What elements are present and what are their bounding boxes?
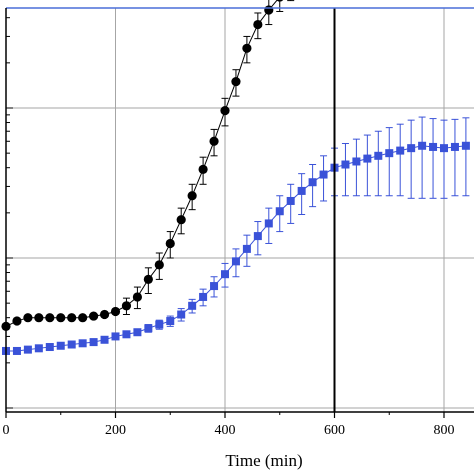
series-lines xyxy=(5,0,466,352)
data-point xyxy=(308,178,317,187)
data-point xyxy=(461,141,470,150)
data-point xyxy=(12,346,21,355)
data-point xyxy=(275,207,284,216)
data-point xyxy=(286,196,295,205)
data-point xyxy=(165,238,175,249)
x-tick-label: 800 xyxy=(434,423,455,438)
x-axis-title: Time (min) xyxy=(225,451,302,470)
data-point xyxy=(429,142,438,151)
data-point xyxy=(341,160,350,169)
data-point xyxy=(418,141,427,150)
data-point xyxy=(100,335,109,344)
x-tick-label: 400 xyxy=(215,423,236,438)
data-point xyxy=(352,157,361,166)
data-point xyxy=(45,343,54,352)
data-point xyxy=(99,309,110,320)
data-point xyxy=(319,170,328,179)
data-point xyxy=(396,146,405,155)
data-point xyxy=(199,292,208,301)
data-point xyxy=(78,339,87,348)
data-point xyxy=(264,5,274,15)
series-line xyxy=(5,0,278,327)
data-point xyxy=(253,232,262,241)
data-point xyxy=(221,270,229,279)
data-point xyxy=(34,313,44,323)
data-point xyxy=(144,324,153,333)
data-point xyxy=(385,149,394,158)
data-point xyxy=(407,144,416,153)
data-point xyxy=(264,219,273,228)
data-point xyxy=(209,136,219,146)
data-point xyxy=(133,328,142,337)
data-point xyxy=(12,316,22,326)
data-point xyxy=(67,340,76,349)
data-point xyxy=(56,313,66,323)
data-point xyxy=(154,260,164,270)
data-point xyxy=(231,76,241,87)
data-point xyxy=(220,106,230,116)
x-tick-label: 600 xyxy=(324,423,345,438)
x-tick-label: 200 xyxy=(105,423,126,438)
data-point xyxy=(276,0,284,2)
data-markers xyxy=(1,0,470,355)
data-point xyxy=(155,320,164,329)
data-point xyxy=(121,301,132,311)
data-point xyxy=(143,274,153,285)
data-point xyxy=(23,345,32,354)
data-point xyxy=(242,244,251,253)
data-point xyxy=(374,151,383,160)
data-point xyxy=(111,332,120,341)
data-point xyxy=(23,313,33,323)
data-point xyxy=(166,317,175,326)
x-tick-label: 0 xyxy=(3,423,10,438)
data-point xyxy=(122,330,131,339)
data-point xyxy=(187,191,197,201)
data-point xyxy=(198,164,208,174)
data-point xyxy=(110,306,121,317)
data-point xyxy=(45,313,55,323)
data-point xyxy=(242,43,252,53)
data-point xyxy=(363,154,372,163)
data-point xyxy=(132,292,142,302)
data-point xyxy=(78,313,88,323)
axis-ticks: 0 200 400 600 800 xyxy=(3,17,455,438)
data-point xyxy=(231,257,240,266)
data-point xyxy=(253,19,263,30)
data-point xyxy=(177,310,186,319)
data-point xyxy=(89,311,99,321)
data-point xyxy=(34,344,43,353)
data-point xyxy=(297,186,306,195)
data-point xyxy=(188,301,197,310)
data-point xyxy=(67,313,77,323)
data-point xyxy=(176,215,186,225)
data-point xyxy=(210,282,219,291)
data-point xyxy=(56,341,65,350)
error-bars xyxy=(68,0,470,347)
data-point xyxy=(89,338,98,347)
plot-frame xyxy=(5,7,474,413)
data-point xyxy=(450,142,459,151)
data-point xyxy=(440,144,448,153)
